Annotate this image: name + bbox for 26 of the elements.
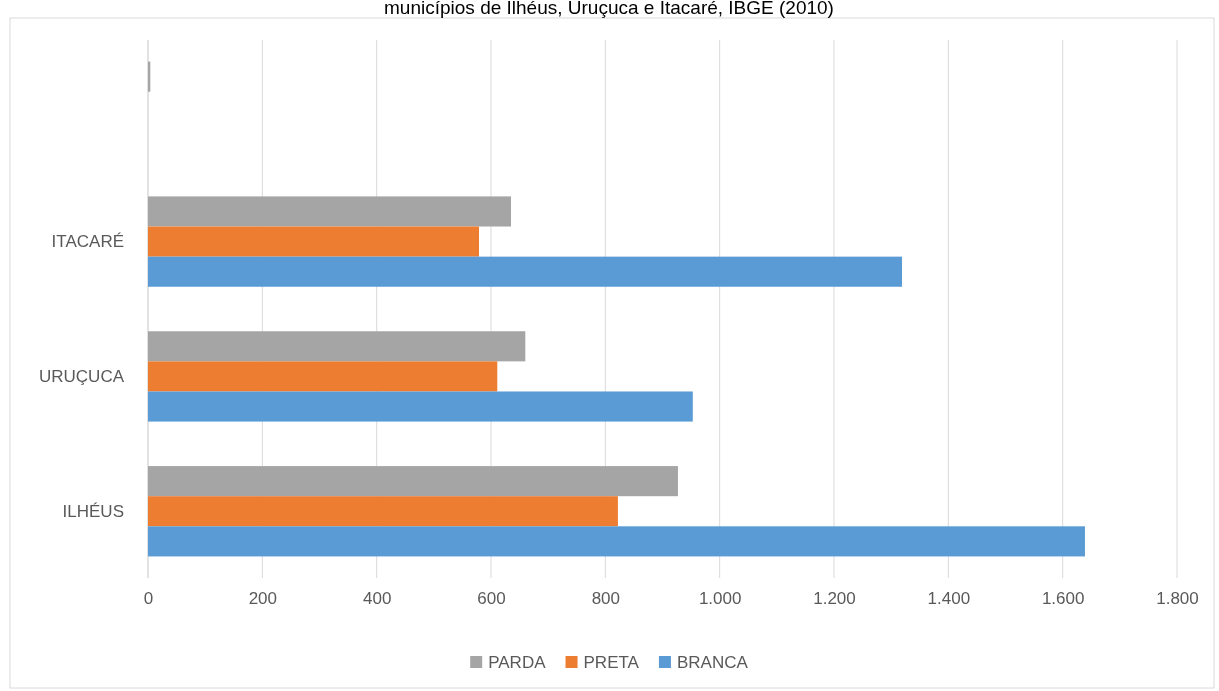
x-tick-label: 1.400 xyxy=(927,589,971,609)
bar xyxy=(148,496,618,527)
x-tick-label: 1.800 xyxy=(1156,589,1199,609)
bar xyxy=(148,466,678,497)
bar xyxy=(148,526,1085,557)
x-tick-label: 200 xyxy=(248,589,278,609)
bar xyxy=(148,331,526,362)
x-tick-label: 600 xyxy=(477,589,506,609)
x-tick-label: 400 xyxy=(362,589,392,609)
legend-label: PRETA xyxy=(583,653,640,672)
x-tick-label: 1.000 xyxy=(698,589,742,609)
chart-title: municípios de Ilhéus, Uruçuca e Itacaré, IBGE (2010) xyxy=(384,0,834,18)
bar xyxy=(148,226,479,257)
y-tick-label: URUÇUCA xyxy=(39,366,125,386)
bar xyxy=(148,361,498,392)
x-tick-label: 1.600 xyxy=(1041,589,1085,609)
bar xyxy=(148,391,693,422)
legend-label: BRANCA xyxy=(676,653,749,672)
y-tick-label: ILHÉUS xyxy=(62,501,124,521)
bar xyxy=(148,256,903,287)
x-tick-label: 800 xyxy=(591,589,621,609)
bar xyxy=(148,196,512,227)
x-tick-label: 0 xyxy=(143,589,154,609)
y-tick-label: ITACARÉ xyxy=(51,232,124,252)
x-tick-label: 1.200 xyxy=(813,589,856,609)
legend-label: PARDA xyxy=(488,653,547,672)
